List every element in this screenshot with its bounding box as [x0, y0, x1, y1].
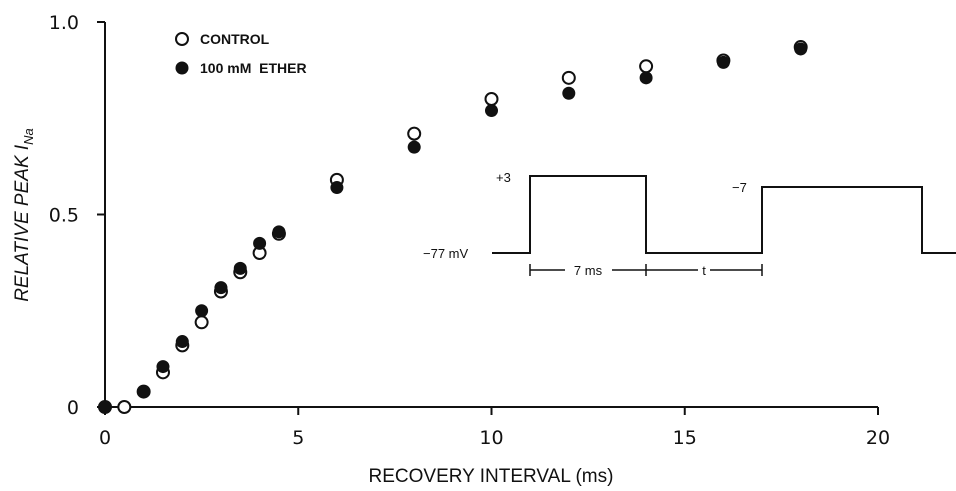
y-axis-title-main: RELATIVE PEAK I [12, 144, 33, 302]
ether-point [214, 281, 228, 295]
holding-label: −77 mV [423, 246, 468, 261]
legend-ether-label: 100 mM ETHER [200, 60, 307, 76]
ether-point [639, 71, 653, 85]
control-point [484, 92, 499, 106]
control-point [561, 70, 576, 85]
data-points [98, 40, 808, 414]
legend-ether-marker [175, 61, 189, 75]
ether-point [253, 236, 267, 250]
ether-point [407, 140, 421, 154]
x-tick-label: 0 [99, 427, 111, 449]
pulse-trace [492, 175, 956, 254]
ether-point [330, 181, 344, 195]
level-label-minus7: −7 [732, 180, 747, 195]
x-tick-label: 5 [292, 427, 304, 449]
ether-point [175, 335, 189, 349]
ether-point [233, 261, 247, 275]
pulse-protocol-inset: +3 −7 −77 mV 7 ms t [423, 170, 956, 278]
ether-point [794, 42, 808, 56]
ticks: 0 5 10 15 20 0 0.5 1.0 [49, 12, 890, 449]
control-point [117, 400, 132, 414]
y-axis-title-sub: Na [21, 128, 36, 145]
x-tick-label: 10 [479, 427, 503, 449]
legend-control-marker [175, 32, 189, 46]
y-tick-label: 0 [67, 397, 79, 419]
ether-point [485, 104, 498, 118]
ether-point [272, 225, 286, 239]
y-tick-label: 0.5 [49, 205, 79, 227]
x-axis-title: RECOVERY INTERVAL (ms) [369, 466, 614, 487]
legend-control-label: CONTROL [200, 31, 270, 47]
x-tick-label: 20 [866, 427, 890, 449]
x-tick-label: 15 [673, 427, 697, 449]
level-label-plus3: +3 [496, 170, 511, 185]
ether-point [716, 55, 730, 69]
ether-point [98, 400, 112, 414]
control-point [639, 59, 654, 74]
ether-point [156, 360, 170, 374]
control-point [407, 126, 422, 141]
y-tick-label: 1.0 [49, 12, 79, 34]
ether-point [195, 304, 209, 318]
interval-label-t: t [702, 263, 706, 278]
y-axis-title: RELATIVE PEAK INa [12, 128, 36, 302]
ether-point [562, 86, 576, 100]
duration-label-7ms: 7 ms [574, 263, 603, 278]
legend: CONTROL 100 mM ETHER [175, 31, 307, 76]
control-point [194, 315, 209, 330]
ether-point [137, 385, 151, 399]
